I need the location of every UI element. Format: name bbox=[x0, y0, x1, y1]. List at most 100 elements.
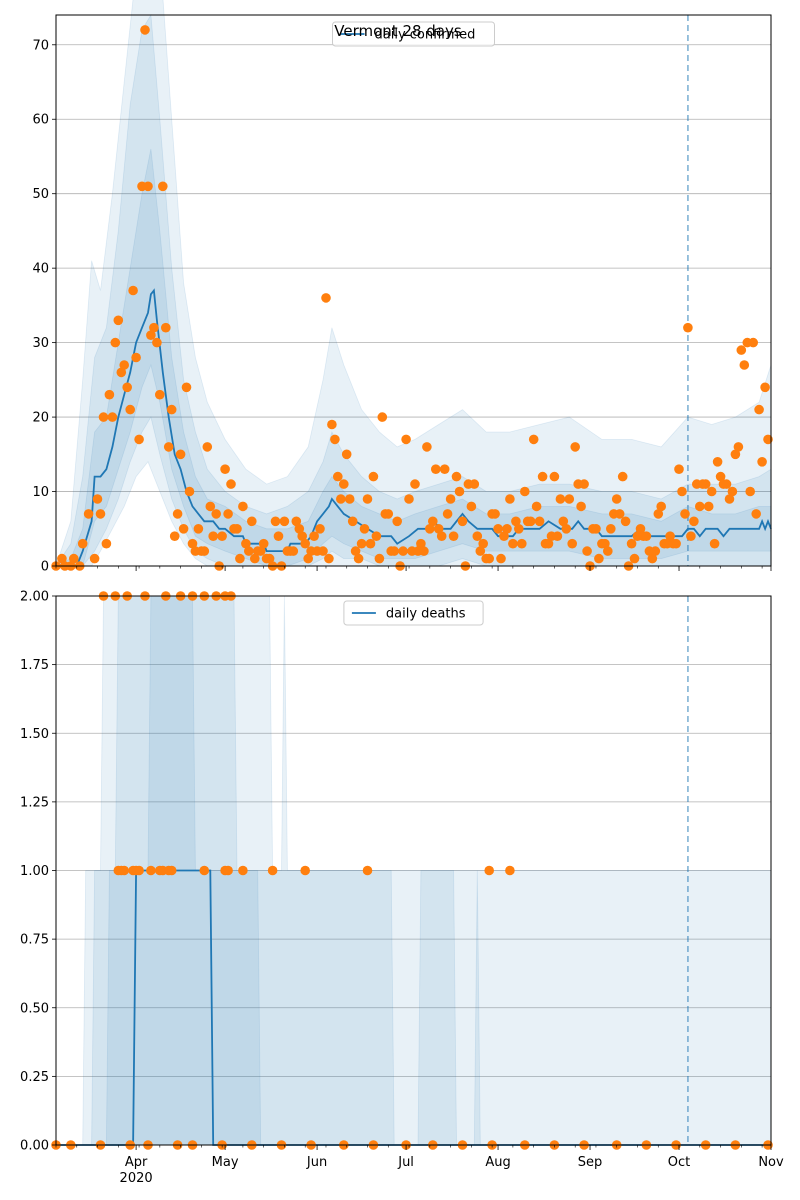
data-point bbox=[695, 501, 705, 512]
data-point bbox=[92, 494, 103, 504]
data-point bbox=[389, 546, 400, 556]
axes-frame bbox=[55, 14, 772, 567]
data-point bbox=[428, 516, 438, 527]
data-point bbox=[339, 479, 349, 489]
data-point bbox=[235, 553, 245, 564]
data-point bbox=[374, 553, 385, 564]
data-point bbox=[347, 516, 358, 527]
data-point bbox=[187, 538, 198, 549]
data-point bbox=[751, 509, 761, 519]
data-point bbox=[484, 865, 495, 876]
data-point bbox=[760, 382, 770, 393]
data-point bbox=[392, 516, 403, 527]
data-point bbox=[146, 865, 156, 876]
data-point bbox=[223, 509, 233, 519]
data-point bbox=[273, 531, 284, 541]
data-point bbox=[582, 546, 592, 556]
data-point bbox=[98, 412, 109, 422]
data-point bbox=[247, 516, 257, 527]
data-point bbox=[398, 546, 408, 556]
confirmed-legend: daily confirmed bbox=[332, 21, 495, 47]
data-point bbox=[166, 865, 177, 876]
data-point bbox=[454, 486, 465, 497]
data-point bbox=[466, 501, 477, 512]
data-point bbox=[77, 538, 88, 549]
data-point bbox=[353, 553, 364, 564]
data-point bbox=[371, 531, 382, 541]
data-point bbox=[579, 479, 589, 489]
data-point bbox=[300, 865, 311, 876]
data-point bbox=[671, 538, 681, 549]
data-point bbox=[318, 546, 328, 556]
data-point bbox=[178, 524, 189, 534]
data-point bbox=[122, 382, 132, 393]
data-point bbox=[264, 553, 275, 564]
data-point bbox=[155, 389, 165, 400]
data-point bbox=[401, 434, 411, 445]
data-point bbox=[739, 360, 750, 370]
data-point bbox=[451, 471, 462, 482]
data-point bbox=[555, 494, 566, 504]
data-point bbox=[288, 546, 299, 556]
data-point bbox=[220, 464, 230, 475]
data-point bbox=[576, 501, 586, 512]
data-point bbox=[520, 486, 530, 497]
data-point bbox=[116, 367, 127, 378]
data-point bbox=[134, 434, 144, 445]
data-point bbox=[241, 538, 251, 549]
data-point bbox=[617, 471, 628, 482]
data-point bbox=[267, 865, 278, 876]
y-tick-label: 0.50 bbox=[20, 1001, 49, 1016]
data-point bbox=[315, 524, 325, 534]
data-point bbox=[748, 337, 758, 348]
data-point bbox=[647, 553, 658, 564]
chart-title: Vermont 28 days bbox=[334, 22, 462, 40]
data-point bbox=[514, 524, 524, 534]
y-tick-label: 0.75 bbox=[20, 933, 49, 948]
data-point bbox=[611, 494, 622, 504]
legend-box bbox=[343, 600, 484, 626]
x-tick-label: Nov bbox=[758, 1155, 784, 1170]
data-point bbox=[594, 553, 604, 564]
data-point bbox=[181, 382, 192, 393]
data-point bbox=[606, 524, 616, 534]
data-point bbox=[324, 553, 334, 564]
x-tick-label: Jun bbox=[306, 1155, 327, 1170]
data-point bbox=[128, 285, 138, 296]
data-point bbox=[570, 442, 580, 452]
y-tick-label: 60 bbox=[32, 113, 49, 128]
data-point bbox=[270, 516, 281, 527]
data-point bbox=[199, 546, 210, 556]
data-point bbox=[709, 538, 720, 549]
data-point bbox=[534, 516, 545, 527]
data-point bbox=[344, 494, 355, 504]
data-point bbox=[356, 538, 367, 549]
data-point bbox=[101, 538, 112, 549]
x-tick-label: Apr bbox=[125, 1155, 148, 1170]
y-tick-label: 30 bbox=[32, 336, 49, 351]
data-point bbox=[250, 553, 260, 564]
data-point bbox=[172, 509, 183, 519]
data-point bbox=[113, 315, 124, 326]
data-point bbox=[149, 322, 159, 333]
data-point bbox=[107, 412, 118, 422]
y-tick-label: 0.25 bbox=[20, 1070, 49, 1085]
data-point bbox=[211, 509, 221, 519]
y-tick-label: 50 bbox=[32, 187, 49, 202]
data-point bbox=[745, 486, 755, 497]
data-point bbox=[490, 509, 500, 519]
data-point bbox=[163, 442, 174, 452]
data-point bbox=[508, 538, 518, 549]
data-point bbox=[175, 449, 186, 460]
y-tick-label: 1.00 bbox=[20, 864, 49, 879]
data-point bbox=[152, 337, 162, 348]
data-point bbox=[119, 865, 129, 876]
data-point bbox=[445, 494, 456, 504]
data-point bbox=[496, 553, 506, 564]
data-point bbox=[321, 293, 331, 303]
data-point bbox=[95, 509, 106, 519]
data-point bbox=[184, 486, 195, 497]
data-point bbox=[362, 494, 373, 504]
data-point bbox=[297, 531, 308, 541]
data-point bbox=[166, 404, 177, 415]
